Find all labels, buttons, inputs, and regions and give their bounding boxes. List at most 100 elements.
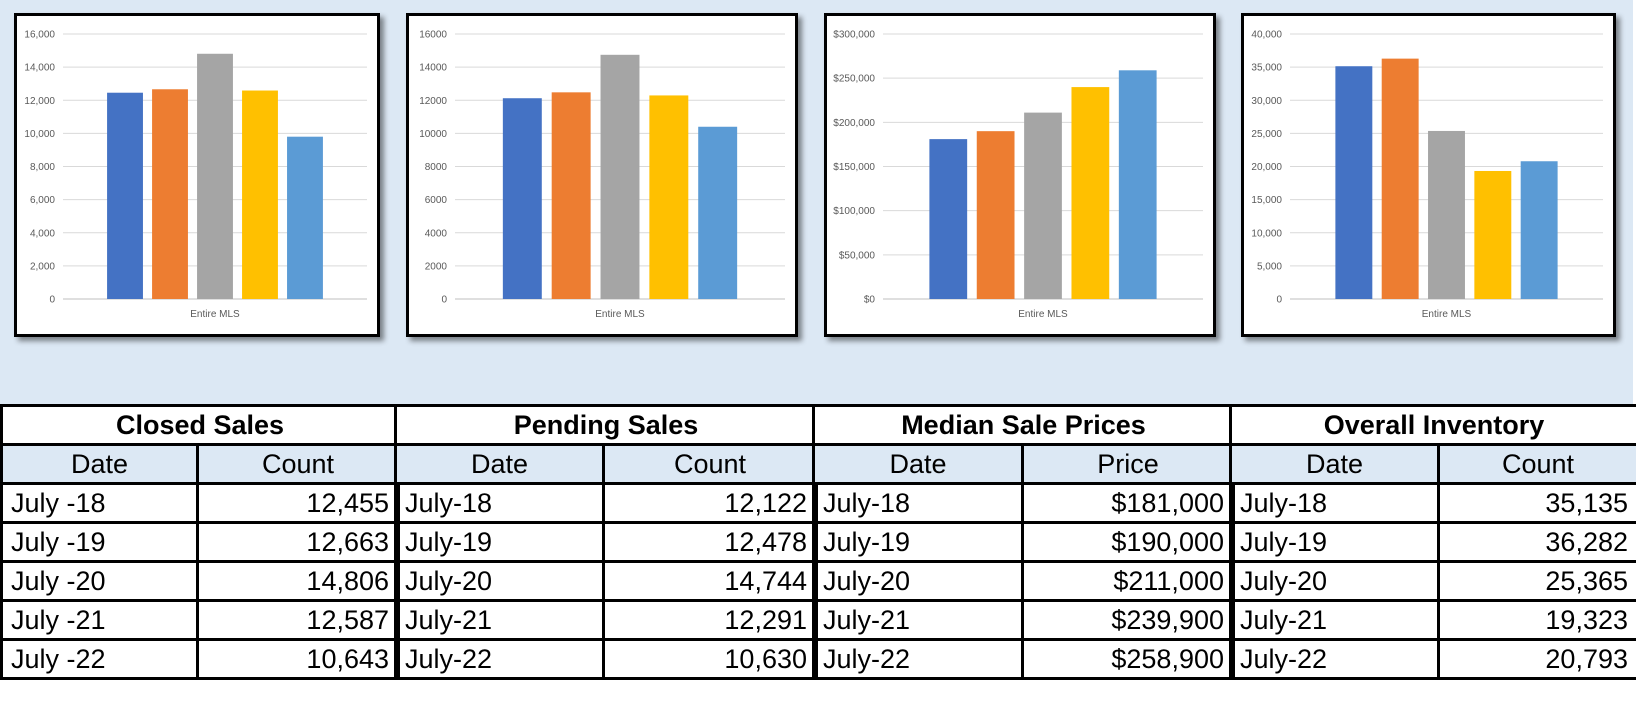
row-value: 12,291 bbox=[602, 599, 818, 641]
row-date: July-22 bbox=[1229, 638, 1440, 680]
y-tick-label: 2000 bbox=[425, 261, 448, 272]
table-row: July-19 12,478 bbox=[394, 521, 818, 563]
row-date: July-20 bbox=[812, 560, 1024, 602]
value-header: Count bbox=[195, 443, 401, 485]
x-axis-label: Entire MLS bbox=[1422, 309, 1472, 320]
y-tick-label: 40,000 bbox=[1251, 30, 1282, 41]
y-tick-label: 6000 bbox=[425, 195, 448, 206]
bar-series-3 bbox=[1428, 130, 1465, 299]
bar-series-4 bbox=[649, 95, 689, 299]
row-value: 12,122 bbox=[602, 482, 818, 524]
pending-sales-chart: 0 2000 4000 6000 8000 10000 12000 14000 16000 Ent… bbox=[406, 13, 798, 337]
table-row: July-20 25,365 bbox=[1229, 560, 1636, 602]
row-value: 12,478 bbox=[602, 521, 818, 563]
bar-series-1 bbox=[929, 139, 968, 299]
y-tick-label: 8000 bbox=[425, 162, 448, 173]
row-date: July-19 bbox=[812, 521, 1024, 563]
bar-series-3 bbox=[1024, 112, 1062, 299]
table-row: July-20 $211,000 bbox=[812, 560, 1235, 602]
row-date: July-19 bbox=[394, 521, 605, 563]
table-row: July-22 $258,900 bbox=[812, 638, 1235, 680]
row-date: July-18 bbox=[1229, 482, 1440, 524]
row-date: July -22 bbox=[0, 638, 199, 680]
bar-series-4 bbox=[1071, 87, 1110, 299]
row-date: July -20 bbox=[0, 560, 199, 602]
y-tick-label: $250,000 bbox=[833, 74, 875, 85]
x-axis-label: Entire MLS bbox=[1018, 309, 1068, 320]
row-value: $239,900 bbox=[1021, 599, 1235, 641]
closed-sales-title: Closed Sales bbox=[0, 404, 401, 446]
overall-inventory-table: Overall Inventory Date Count July-18 35,135 J… bbox=[1229, 404, 1636, 680]
bar-series-5 bbox=[287, 136, 323, 299]
table-row: July -18 12,455 bbox=[0, 482, 401, 524]
y-tick-label: 0 bbox=[441, 295, 447, 306]
row-date: July-22 bbox=[394, 638, 605, 680]
table-row: July-22 10,630 bbox=[394, 638, 818, 680]
row-date: July -18 bbox=[0, 482, 199, 524]
y-tick-label: 30,000 bbox=[1251, 96, 1282, 107]
table-row: July-18 12,122 bbox=[394, 482, 818, 524]
row-value: 14,744 bbox=[602, 560, 818, 602]
y-tick-label: 12,000 bbox=[24, 96, 55, 107]
row-value: 12,587 bbox=[195, 599, 401, 641]
closed-sales-chart: 0 2,000 4,000 6,000 8,000 10,000 12,000 14,000 1… bbox=[14, 13, 380, 337]
row-date: July-18 bbox=[812, 482, 1024, 524]
table-row: July-18 35,135 bbox=[1229, 482, 1636, 524]
y-tick-label: 14,000 bbox=[24, 63, 55, 74]
median-sale-prices-chart-svg: $0 $50,000 $100,000 $150,000 $200,000 $250,00… bbox=[833, 30, 1203, 320]
pending-sales-title: Pending Sales bbox=[394, 404, 818, 446]
median-sale-prices-title: Median Sale Prices bbox=[812, 404, 1235, 446]
overall-inventory-chart-svg: 0 5,000 10,000 15,000 20,000 25,000 30,000 35,0… bbox=[1251, 30, 1603, 320]
y-tick-label: 8,000 bbox=[30, 162, 55, 173]
overall-inventory-title: Overall Inventory bbox=[1229, 404, 1636, 446]
date-header: Date bbox=[812, 443, 1024, 485]
table-row: July-19 $190,000 bbox=[812, 521, 1235, 563]
bar-series-2 bbox=[1381, 58, 1419, 300]
closed-sales-table: Closed Sales Date Count July -18 12,455 July … bbox=[0, 404, 401, 680]
row-value: 10,630 bbox=[602, 638, 818, 680]
date-header: Date bbox=[0, 443, 199, 485]
y-tick-label: $150,000 bbox=[833, 162, 875, 173]
row-value: 12,663 bbox=[195, 521, 401, 563]
table-row: July-21 19,323 bbox=[1229, 599, 1636, 641]
row-date: July-21 bbox=[394, 599, 605, 641]
bar-series-3 bbox=[197, 53, 233, 300]
y-tick-label: 16,000 bbox=[24, 30, 55, 41]
date-header: Date bbox=[1229, 443, 1440, 485]
bar-series-1 bbox=[1335, 66, 1373, 299]
row-date: July-18 bbox=[394, 482, 605, 524]
row-date: July-20 bbox=[394, 560, 605, 602]
table-row: July-22 20,793 bbox=[1229, 638, 1636, 680]
table-row: July-20 14,744 bbox=[394, 560, 818, 602]
bar-series-2 bbox=[976, 131, 1015, 299]
value-header: Count bbox=[602, 443, 818, 485]
y-tick-label: 10,000 bbox=[24, 129, 55, 140]
row-value: $258,900 bbox=[1021, 638, 1235, 680]
table-row: July -20 14,806 bbox=[0, 560, 401, 602]
y-tick-label: 35,000 bbox=[1251, 63, 1282, 74]
table-row: July-18 $181,000 bbox=[812, 482, 1235, 524]
bar-series-4 bbox=[1474, 170, 1512, 299]
y-tick-label: $100,000 bbox=[833, 206, 875, 217]
row-value: 20,793 bbox=[1437, 638, 1636, 680]
row-value: $181,000 bbox=[1021, 482, 1235, 524]
pending-sales-chart-svg: 0 2000 4000 6000 8000 10000 12000 14000 16000 Ent… bbox=[419, 30, 785, 320]
y-tick-label: 0 bbox=[49, 295, 55, 306]
table-row: July-21 $239,900 bbox=[812, 599, 1235, 641]
y-tick-label: $0 bbox=[864, 295, 876, 306]
row-date: July-22 bbox=[812, 638, 1024, 680]
y-tick-label: 12000 bbox=[419, 96, 447, 107]
y-tick-label: 25,000 bbox=[1251, 129, 1282, 140]
pending-sales-table: Pending Sales Date Count July-18 12,122 July-… bbox=[394, 404, 818, 680]
row-value: 36,282 bbox=[1437, 521, 1636, 563]
bar-series-2 bbox=[551, 92, 591, 299]
row-date: July -19 bbox=[0, 521, 199, 563]
median-sale-prices-table: Median Sale Prices Date Price July-18 $181,0… bbox=[812, 404, 1235, 680]
value-header: Price bbox=[1021, 443, 1235, 485]
y-tick-label: 16000 bbox=[419, 30, 447, 41]
bar-series-5 bbox=[1520, 161, 1558, 299]
row-value: 14,806 bbox=[195, 560, 401, 602]
y-tick-label: 0 bbox=[1276, 295, 1282, 306]
row-date: July-21 bbox=[812, 599, 1024, 641]
